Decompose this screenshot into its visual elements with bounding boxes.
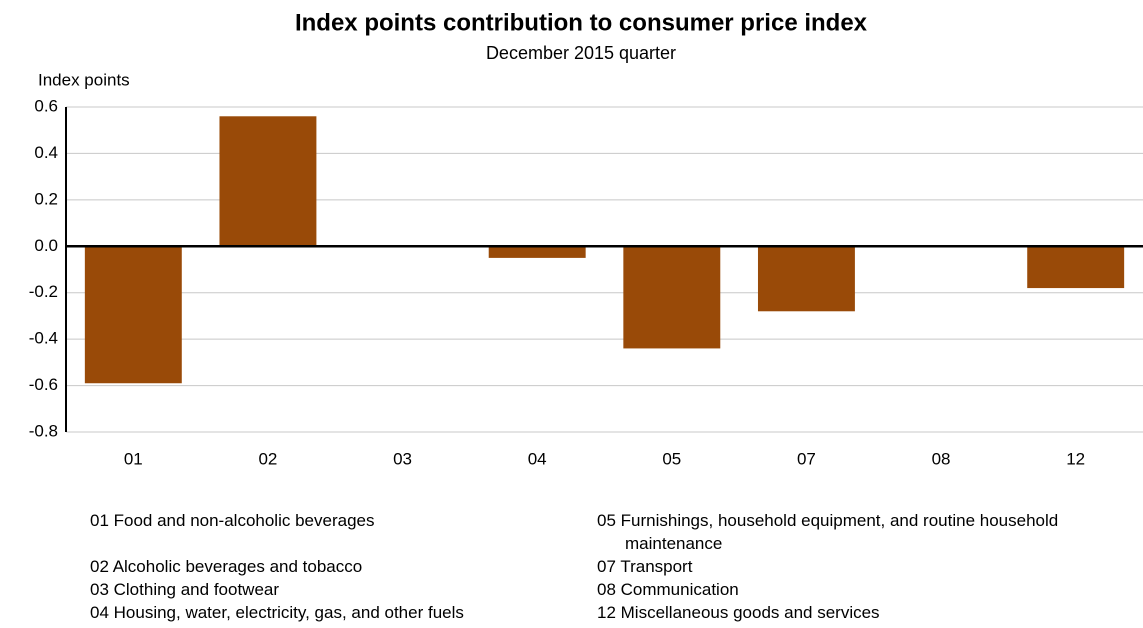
note: 12 Miscellaneous goods and services bbox=[597, 603, 880, 622]
note: 05 Furnishings, household equipment, and… bbox=[597, 511, 1059, 553]
bar bbox=[757, 246, 855, 312]
note: 04 Housing, water, electricity, gas, and… bbox=[90, 603, 464, 622]
chart-title: Index points contribution to consumer pr… bbox=[295, 9, 868, 36]
y-tick-label: 0.2 bbox=[34, 189, 58, 208]
x-tick-label: 03 bbox=[393, 449, 412, 468]
y-tick-label: 0.0 bbox=[34, 236, 58, 255]
note: 07 Transport bbox=[597, 557, 693, 576]
y-tick-label: -0.2 bbox=[29, 282, 58, 301]
bar bbox=[623, 246, 721, 349]
notes: 01 Food and non-alcoholic beverages 02 Al… bbox=[90, 509, 1067, 624]
note: 03 Clothing and footwear bbox=[90, 580, 280, 599]
x-tick-label: 07 bbox=[797, 449, 816, 468]
chart: Index points contribution to consumer pr… bbox=[29, 9, 1143, 468]
x-tick-label: 12 bbox=[1066, 449, 1085, 468]
y-tick-label: -0.6 bbox=[29, 375, 58, 394]
bar bbox=[1027, 246, 1125, 289]
bar bbox=[84, 246, 182, 384]
x-tick-label: 01 bbox=[124, 449, 143, 468]
note: 01 Food and non-alcoholic beverages bbox=[90, 511, 375, 530]
x-tick-label: 04 bbox=[528, 449, 547, 468]
y-tick-label: -0.4 bbox=[29, 329, 58, 348]
bar bbox=[488, 246, 586, 258]
y-tick-label: 0.6 bbox=[34, 96, 58, 115]
x-tick-label: 02 bbox=[258, 449, 277, 468]
note: 02 Alcoholic beverages and tobacco bbox=[90, 557, 363, 576]
bar bbox=[219, 116, 317, 247]
x-tick-label: 08 bbox=[932, 449, 951, 468]
y-axis-label: Index points bbox=[38, 70, 130, 89]
y-tick-label: 0.4 bbox=[34, 143, 58, 162]
y-tick-label: -0.8 bbox=[29, 421, 58, 440]
chart-subtitle: December 2015 quarter bbox=[486, 43, 676, 63]
x-tick-label: 05 bbox=[662, 449, 681, 468]
note: 08 Communication bbox=[597, 580, 739, 599]
